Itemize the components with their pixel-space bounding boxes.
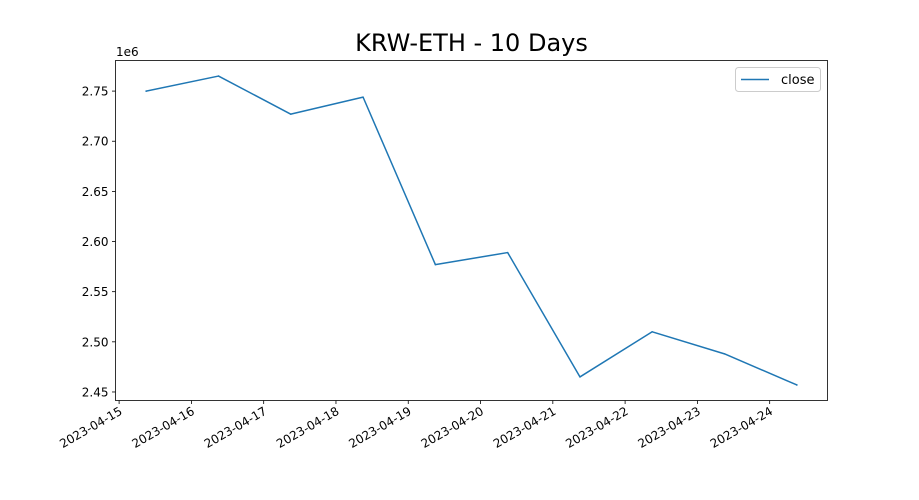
data-point bbox=[434, 263, 437, 266]
series-line-close bbox=[145, 75, 798, 386]
y-tick-label: 2.70 bbox=[82, 135, 109, 149]
data-point bbox=[651, 331, 653, 333]
data-point bbox=[145, 90, 147, 92]
y-tick-label: 2.55 bbox=[82, 285, 109, 299]
legend: close bbox=[735, 67, 821, 92]
data-point bbox=[290, 113, 292, 115]
data-point bbox=[362, 96, 364, 98]
data-point bbox=[723, 353, 726, 355]
y-tick-label: 2.45 bbox=[82, 385, 109, 399]
data-point bbox=[796, 384, 798, 386]
plot-series bbox=[145, 75, 798, 386]
data-point bbox=[506, 251, 509, 254]
legend-label: close bbox=[781, 73, 814, 88]
y-tick-label: 2.65 bbox=[82, 185, 109, 199]
plot-frame bbox=[115, 60, 828, 401]
y-tick-label: 2.75 bbox=[82, 85, 109, 99]
y-tick-label: 2.60 bbox=[82, 235, 109, 249]
data-point bbox=[217, 75, 220, 77]
data-point bbox=[579, 376, 581, 378]
y-axis-offset-label: 1e6 bbox=[116, 45, 139, 59]
legend-box bbox=[735, 67, 821, 92]
y-tick-label: 2.50 bbox=[82, 335, 109, 349]
chart-title: KRW-ETH - 10 Days bbox=[355, 29, 588, 57]
